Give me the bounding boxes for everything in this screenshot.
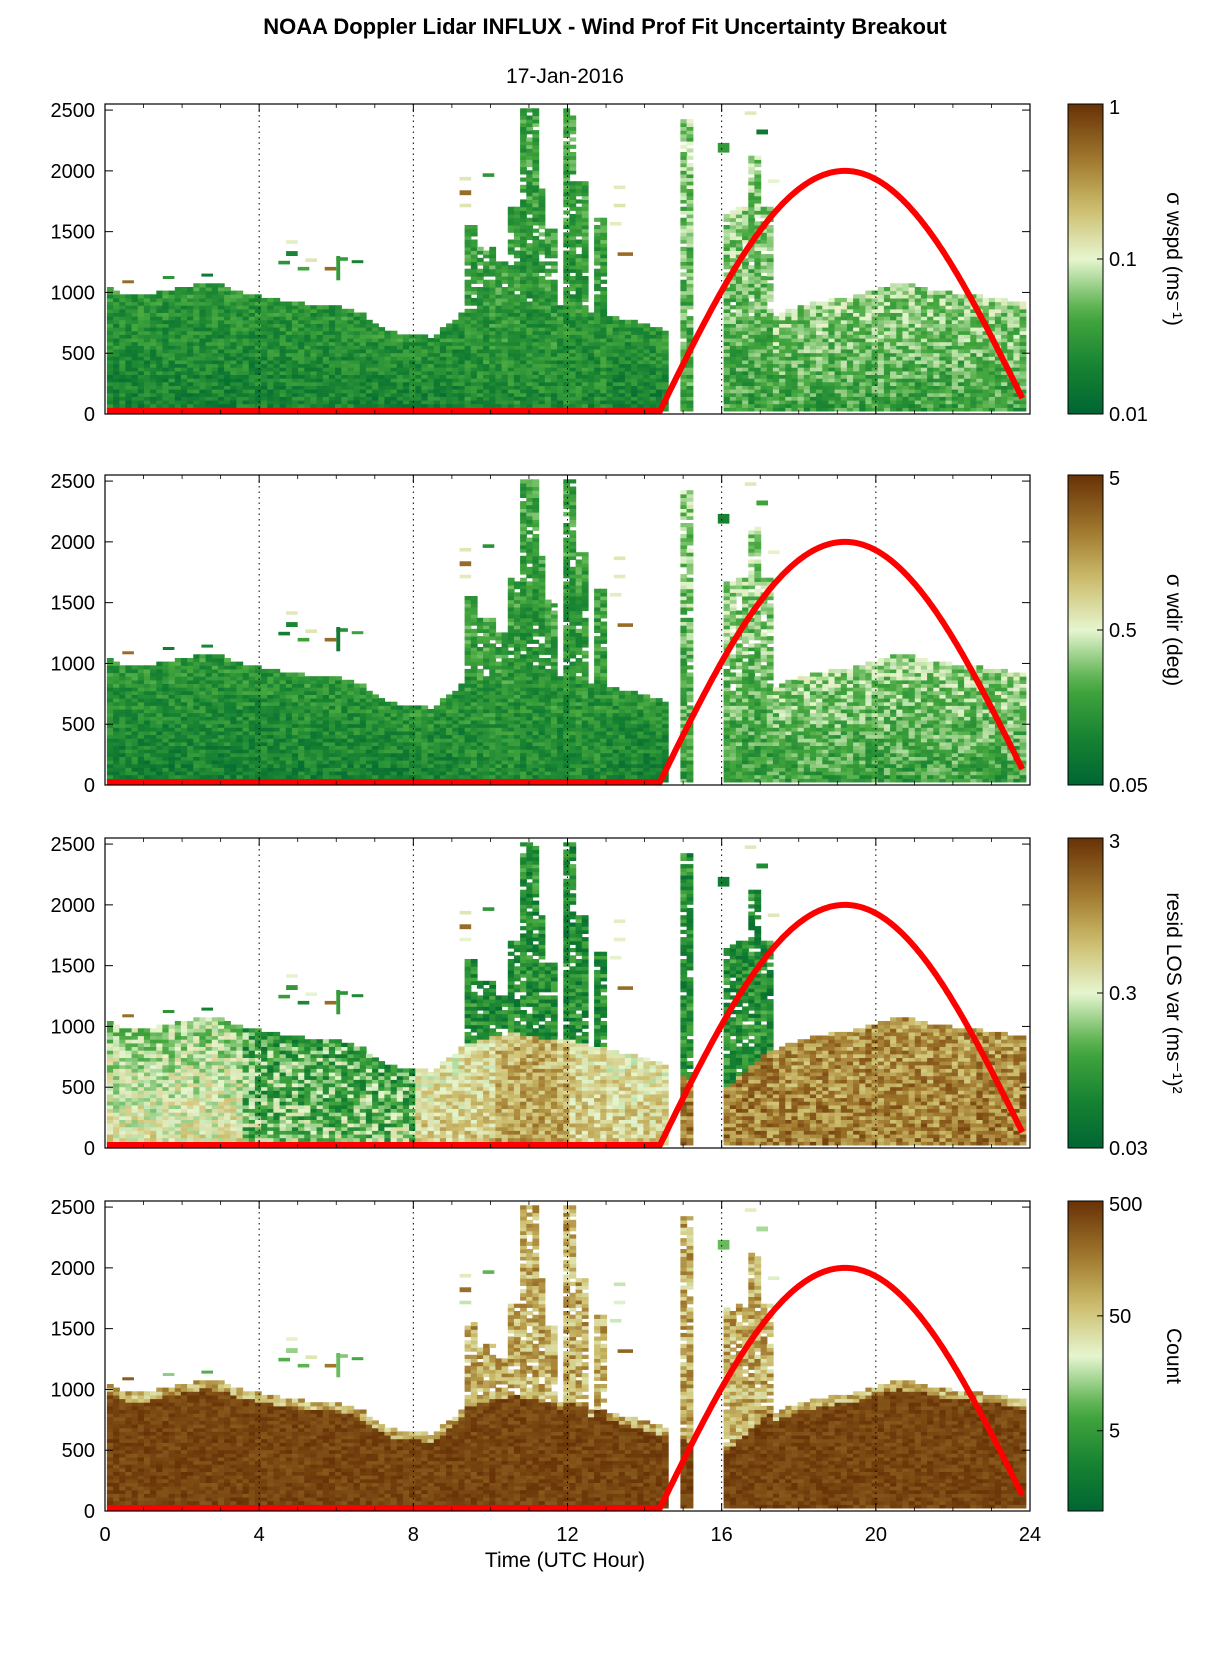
y-tick-label: 1000	[51, 1016, 96, 1038]
y-tick-label: 1500	[51, 956, 96, 978]
x-tick-label: 8	[408, 1524, 419, 1546]
y-tick-label: 0	[84, 775, 95, 797]
y-tick-label: 1500	[51, 593, 96, 615]
colorbar-tick-label: 500	[1109, 1194, 1142, 1216]
y-tick-label: 500	[62, 1440, 95, 1462]
x-tick-label: 4	[254, 1524, 265, 1546]
colorbar-tick-label: 0.01	[1109, 404, 1148, 426]
figure-title: NOAA Doppler Lidar INFLUX - Wind Prof Fi…	[263, 14, 947, 39]
colorbar-tick-label: 3	[1109, 831, 1120, 853]
colorbar-tick-label: 0.1	[1109, 249, 1137, 271]
y-tick-label: 2000	[51, 161, 96, 183]
colorbar-label: Count	[1162, 1328, 1185, 1384]
y-tick-label: 2000	[51, 532, 96, 554]
heatmap-cells	[106, 842, 1027, 1146]
solar-elevation-curve	[106, 167, 1025, 414]
y-tick-label: 500	[62, 1077, 95, 1099]
panel-2: 0 500 1000 1500 2000 2500 0.05 0.5 5 σ wdir (deg)	[51, 468, 1186, 797]
colorbar-tick-label: 0.5	[1109, 620, 1137, 642]
x-tick-label: 0	[99, 1524, 110, 1546]
y-tick-label: 0	[84, 1501, 95, 1523]
x-tick-label: 24	[1019, 1524, 1041, 1546]
y-tick-label: 2000	[51, 895, 96, 917]
solar-elevation-curve	[106, 538, 1025, 785]
colorbar: 0.05 0.5 5 σ wdir (deg)	[1067, 468, 1185, 797]
colorbar-tick-label: 0.3	[1109, 983, 1137, 1005]
colorbar: 5 50 500 Count	[1067, 1194, 1185, 1512]
y-tick-label: 500	[62, 714, 95, 736]
y-tick-label: 1000	[51, 653, 96, 675]
colorbar-tick-label: 5	[1109, 1421, 1120, 1443]
y-tick-label: 500	[62, 343, 95, 365]
y-tick-label: 2000	[51, 1258, 96, 1280]
colorbar-label: σ wspd (ms⁻¹)	[1162, 192, 1185, 326]
colorbar-label: resid LOS var (ms⁻¹)²	[1162, 892, 1185, 1093]
y-tick-label: 1500	[51, 222, 96, 244]
solar-elevation-curve	[106, 901, 1025, 1148]
y-tick-label: 1000	[51, 1379, 96, 1401]
y-tick-label: 0	[84, 404, 95, 426]
y-tick-label: 1500	[51, 1319, 96, 1341]
figure-date: 17-Jan-2016	[506, 65, 624, 88]
colorbar-tick-label: 1	[1109, 97, 1120, 119]
x-tick-label: 12	[556, 1524, 578, 1546]
colorbar-tick-label: 0.03	[1109, 1138, 1148, 1160]
x-tick-label: 20	[865, 1524, 887, 1546]
panel-4: 0 500 1000 1500 2000 2500 0 4 8 12 16 20 24 5 50 500 Cou…	[51, 1194, 1186, 1546]
y-tick-label: 2500	[51, 471, 96, 493]
heatmap-cells	[106, 1205, 1027, 1509]
x-tick-label: 16	[711, 1524, 733, 1546]
colorbar-tick-label: 5	[1109, 468, 1120, 490]
colorbar-tick-label: 50	[1109, 1306, 1131, 1328]
y-tick-label: 1000	[51, 282, 96, 304]
panel-1: 0 500 1000 1500 2000 2500 0.01 0.1 1 σ wspd (ms⁻¹…	[51, 97, 1186, 426]
x-axis-label: Time (UTC Hour)	[485, 1549, 645, 1572]
solar-elevation-curve	[106, 1264, 1025, 1511]
y-tick-label: 2500	[51, 834, 96, 856]
panel-3: 0 500 1000 1500 2000 2500 0.03 0.3 3 resid LOS va…	[51, 831, 1186, 1160]
colorbar-tick-label: 0.05	[1109, 775, 1148, 797]
heatmap-cells	[106, 479, 1027, 783]
y-tick-label: 2500	[51, 1197, 96, 1219]
heatmap-cells	[106, 108, 1027, 412]
y-tick-label: 0	[84, 1138, 95, 1160]
y-tick-label: 2500	[51, 100, 96, 122]
colorbar: 0.01 0.1 1 σ wspd (ms⁻¹)	[1067, 97, 1185, 426]
colorbar: 0.03 0.3 3 resid LOS var (ms⁻¹)²	[1067, 831, 1185, 1160]
colorbar-label: σ wdir (deg)	[1162, 574, 1185, 686]
